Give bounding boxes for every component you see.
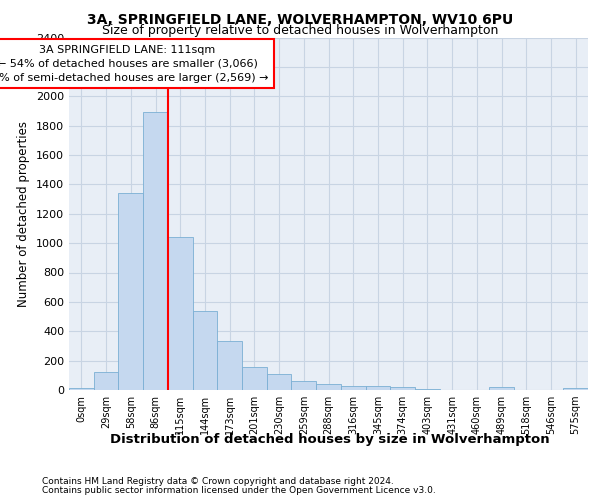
- Bar: [193, 310, 217, 390]
- Text: Contains HM Land Registry data © Crown copyright and database right 2024.: Contains HM Land Registry data © Crown c…: [42, 477, 394, 486]
- Bar: [168, 238, 193, 390]
- Bar: [563, 388, 588, 390]
- Text: Distribution of detached houses by size in Wolverhampton: Distribution of detached houses by size …: [110, 432, 550, 446]
- Bar: [69, 388, 94, 390]
- Bar: [242, 366, 267, 390]
- Bar: [415, 388, 440, 390]
- Bar: [143, 112, 168, 390]
- Bar: [118, 193, 143, 390]
- Bar: [292, 380, 316, 390]
- Text: Contains public sector information licensed under the Open Government Licence v3: Contains public sector information licen…: [42, 486, 436, 495]
- Bar: [365, 386, 390, 390]
- Bar: [217, 341, 242, 390]
- Y-axis label: Number of detached properties: Number of detached properties: [17, 120, 31, 306]
- Text: 3A SPRINGFIELD LANE: 111sqm
← 54% of detached houses are smaller (3,066)
45% of : 3A SPRINGFIELD LANE: 111sqm ← 54% of det…: [0, 45, 269, 83]
- Text: Size of property relative to detached houses in Wolverhampton: Size of property relative to detached ho…: [102, 24, 498, 37]
- Bar: [94, 372, 118, 390]
- Bar: [390, 387, 415, 390]
- Text: 3A, SPRINGFIELD LANE, WOLVERHAMPTON, WV10 6PU: 3A, SPRINGFIELD LANE, WOLVERHAMPTON, WV1…: [87, 12, 513, 26]
- Bar: [341, 386, 365, 390]
- Bar: [489, 387, 514, 390]
- Bar: [316, 384, 341, 390]
- Bar: [267, 374, 292, 390]
